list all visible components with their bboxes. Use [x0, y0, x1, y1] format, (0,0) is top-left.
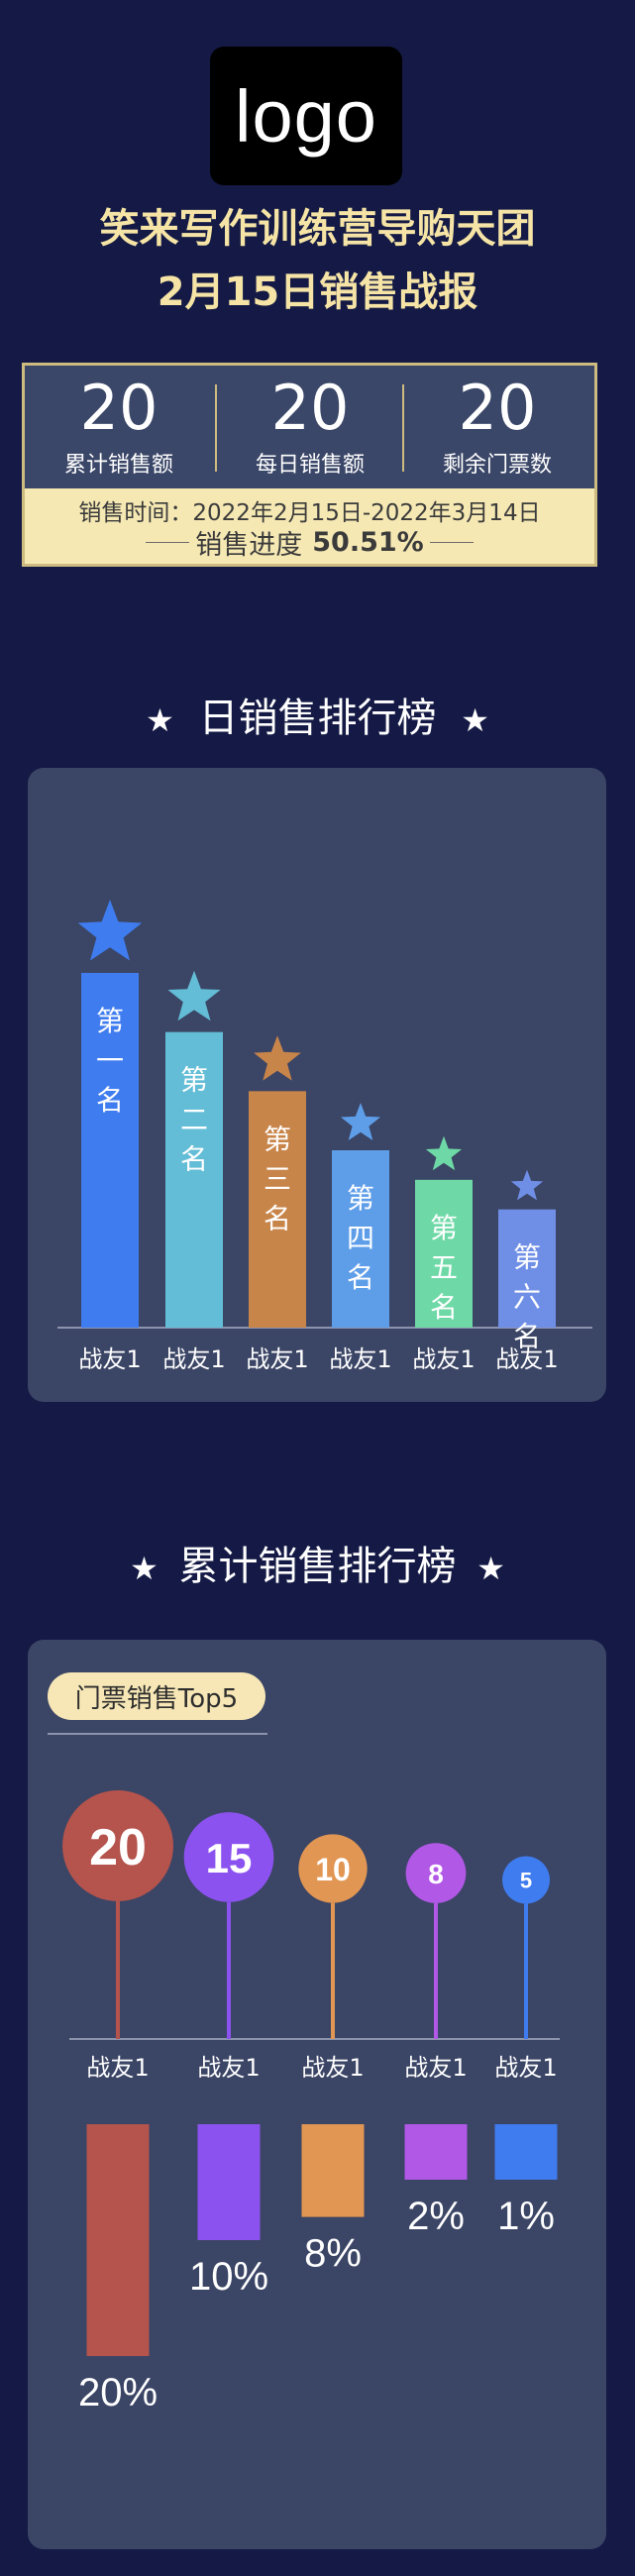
bar-label: 三 [264, 1162, 291, 1195]
bar-label: 四 [347, 1222, 374, 1254]
tick-label: 战友1 [197, 2054, 260, 2082]
value-label: 8 [428, 1859, 444, 1889]
bar [197, 2124, 261, 2240]
tick-label: 战友1 [162, 1345, 225, 1373]
tick-label: 战友1 [329, 1345, 391, 1373]
daily-ranking-heading: ★ 日销售排行榜 ★ [0, 686, 635, 743]
bar [81, 973, 139, 1328]
divider [146, 541, 190, 543]
cumulative-ranking-heading: ★ 累计销售排行榜 ★ [0, 1534, 635, 1591]
bar-label: 名 [430, 1291, 458, 1324]
bar [249, 1091, 306, 1328]
daily-ranking-panel: 第一名战友1 第二名战友1 第三名战友1 第四名战友1 第五名战友1 第六名战友1 [28, 768, 606, 1402]
star-icon: ★ [130, 1550, 159, 1587]
star-icon [77, 900, 143, 961]
star-icon: ★ [461, 701, 489, 739]
value-label: 5 [520, 1869, 532, 1893]
lollipop-head [502, 1856, 550, 1904]
data-label: 20% [78, 2371, 158, 2415]
star-icon [341, 1103, 380, 1140]
star-icon [425, 1135, 463, 1171]
divider [215, 384, 217, 472]
stats-summary [25, 366, 594, 488]
tick-label: 战友1 [301, 2054, 364, 2082]
value-label: 20 [89, 1819, 147, 1877]
data-label: 2% [407, 2195, 465, 2238]
bar-label: 五 [430, 1251, 458, 1284]
top5-tag: 门票销售Top5 [48, 1672, 265, 1720]
section-title: 日销售排行榜 [198, 696, 437, 741]
bar [415, 1179, 473, 1328]
stat-label: 每日销售额 [255, 453, 365, 478]
tick-label: 战友1 [494, 2054, 557, 2082]
stat-label: 累计销售额 [63, 453, 173, 478]
lollipop-head [62, 1790, 173, 1901]
bar-label: 第 [513, 1241, 541, 1274]
data-label: 1% [497, 2195, 555, 2238]
bar [404, 2124, 468, 2180]
value-label: 10 [315, 1852, 351, 1887]
progress-label: 销售进度 [195, 529, 303, 561]
section-title: 累计销售排行榜 [178, 1544, 457, 1589]
tick-label: 战友1 [412, 1345, 475, 1373]
page-subtitle: 2月15日销售战报 [157, 269, 478, 315]
bar-label: 第 [264, 1123, 291, 1155]
star-icon: ★ [476, 1550, 505, 1587]
lollipop-head [405, 1843, 467, 1903]
stat-label: 剩余门票数 [442, 453, 552, 478]
data-label: 8% [304, 2232, 362, 2276]
stat-total-sales: 20 累计销售额 [25, 366, 213, 488]
star-icon [254, 1035, 301, 1081]
star-icon [510, 1169, 544, 1201]
bar-label: 名 [513, 1321, 541, 1353]
tick-label: 战友1 [86, 2054, 149, 2082]
divider [402, 384, 404, 472]
star-icon: ★ [146, 701, 174, 739]
lollipop-head [183, 1812, 274, 1902]
bar [498, 1209, 556, 1328]
cumulative-ranking-chart: 20 战友1 15 战友1 10 战友1 8 战友1 5 战友1 20% 10% 8% 2% 1% [62, 1790, 560, 2415]
bar-label: 名 [96, 1084, 124, 1117]
bar [494, 2124, 558, 2180]
star-icon [167, 970, 221, 1021]
page-title: 笑来写作训练营导购天团 [99, 206, 536, 252]
logo-text: logo [235, 74, 377, 158]
bar-label: 名 [347, 1261, 374, 1294]
bar [86, 2124, 150, 2356]
bar [301, 2124, 365, 2217]
stat-value: 20 [270, 372, 350, 444]
stat-value: 20 [79, 372, 159, 444]
bar-label: 二 [180, 1104, 208, 1136]
stat-remaining-tickets: 20 剩余门票数 [403, 366, 591, 488]
bar-label: 第 [180, 1064, 208, 1097]
cumulative-ranking-panel: 20 战友1 15 战友1 10 战友1 8 战友1 5 战友1 20% 10% 8% 2% 1% [28, 1640, 606, 2549]
tick-label: 战友1 [78, 1345, 141, 1373]
bar-label: 第 [430, 1212, 458, 1244]
bar [165, 1031, 223, 1328]
divider [429, 541, 474, 543]
stat-daily-sales: 20 每日销售额 [216, 366, 404, 488]
tick-label: 战友1 [246, 1345, 308, 1373]
lollipop-head [298, 1834, 368, 1903]
divider [48, 1733, 267, 1735]
bar [332, 1150, 389, 1328]
tick-label: 战友1 [495, 1345, 558, 1373]
data-label: 10% [189, 2255, 268, 2299]
sale-progress: 销售进度 50.51% [25, 525, 594, 561]
sale-time: 销售时间：2022年2月15日-2022年3月14日 [78, 500, 541, 526]
tick-label: 战友1 [404, 2054, 467, 2082]
stat-value: 20 [458, 372, 537, 444]
bar-label: 名 [180, 1143, 208, 1176]
bar-label: 六 [513, 1281, 541, 1314]
bar-label: 第 [347, 1182, 374, 1215]
bar-label: 名 [264, 1202, 291, 1234]
bar-label: 第 [96, 1005, 124, 1037]
progress-value: 50.51% [312, 526, 424, 558]
value-label: 15 [206, 1835, 253, 1881]
logo: logo [210, 47, 402, 185]
bar-label: 一 [96, 1044, 124, 1077]
